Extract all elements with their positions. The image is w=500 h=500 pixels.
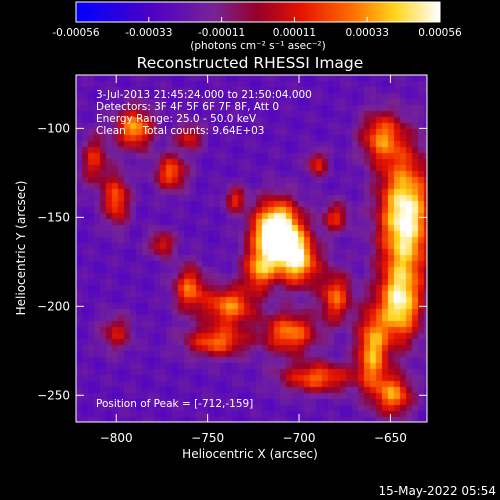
- x-tick-label: −750: [191, 431, 224, 445]
- heatmap-holder: [76, 75, 427, 422]
- colorbar-tick-label: -0.00033: [125, 27, 172, 39]
- annotation-time: 3-Jul-2013 21:45:24.000 to 21:50:04.000: [96, 89, 312, 101]
- colorbar: -0.00056 -0.00033 -0.00011 0.00011 0.00033 0.…: [52, 1, 462, 52]
- heatmap-image: [76, 75, 427, 422]
- chart-title: Reconstructed RHESSI Image: [137, 54, 364, 72]
- y-axis-label: Heliocentric Y (arcsec): [14, 181, 28, 316]
- annotation-detectors: Detectors: 3F 4F 5F 6F 7F 8F, Att 0: [96, 101, 279, 113]
- y-tick-label: −200: [37, 299, 70, 313]
- colorbar-frame: [75, 1, 441, 23]
- plot-frame: [75, 74, 428, 423]
- colorbar-tick-label: 0.00033: [345, 27, 388, 39]
- x-axis-label: Heliocentric X (arcsec): [182, 447, 318, 461]
- timestamp: 15-May-2022 05:54: [379, 484, 496, 498]
- colorbar-tick-label: 0.00011: [273, 27, 316, 39]
- y-axis-ticks: −100 −150 −200 −250: [37, 121, 427, 402]
- annotation-clean: Clean Total counts: 9.64E+03: [96, 125, 265, 137]
- annotation-peak: Position of Peak = [-712,-159]: [96, 398, 253, 410]
- colorbar-tick-label: 0.00056: [418, 27, 462, 39]
- y-tick-label: −100: [37, 121, 70, 135]
- x-tick-label: −650: [374, 431, 407, 445]
- colorbar-tick-label: -0.00056: [52, 27, 100, 39]
- annotations: 3-Jul-2013 21:45:24.000 to 21:50:04.000 …: [96, 89, 312, 410]
- annotation-energy: Energy Range: 25.0 - 50.0 keV: [96, 113, 257, 125]
- y-tick-label: −150: [37, 210, 70, 224]
- colorbar-tick-label: -0.00011: [198, 27, 245, 39]
- colorbar-gradient-holder: [76, 2, 440, 22]
- y-tick-label: −250: [37, 388, 70, 402]
- x-tick-label: −800: [100, 431, 133, 445]
- colorbar-ticks: -0.00056 -0.00033 -0.00011 0.00011 0.00033 0.…: [52, 17, 462, 39]
- x-tick-label: −700: [283, 431, 316, 445]
- colorbar-gradient: [76, 2, 440, 22]
- colorbar-unit-label: (photons cm⁻² s⁻¹ asec⁻²): [190, 40, 325, 52]
- x-axis-ticks: −800 −750 −700 −650: [100, 75, 407, 445]
